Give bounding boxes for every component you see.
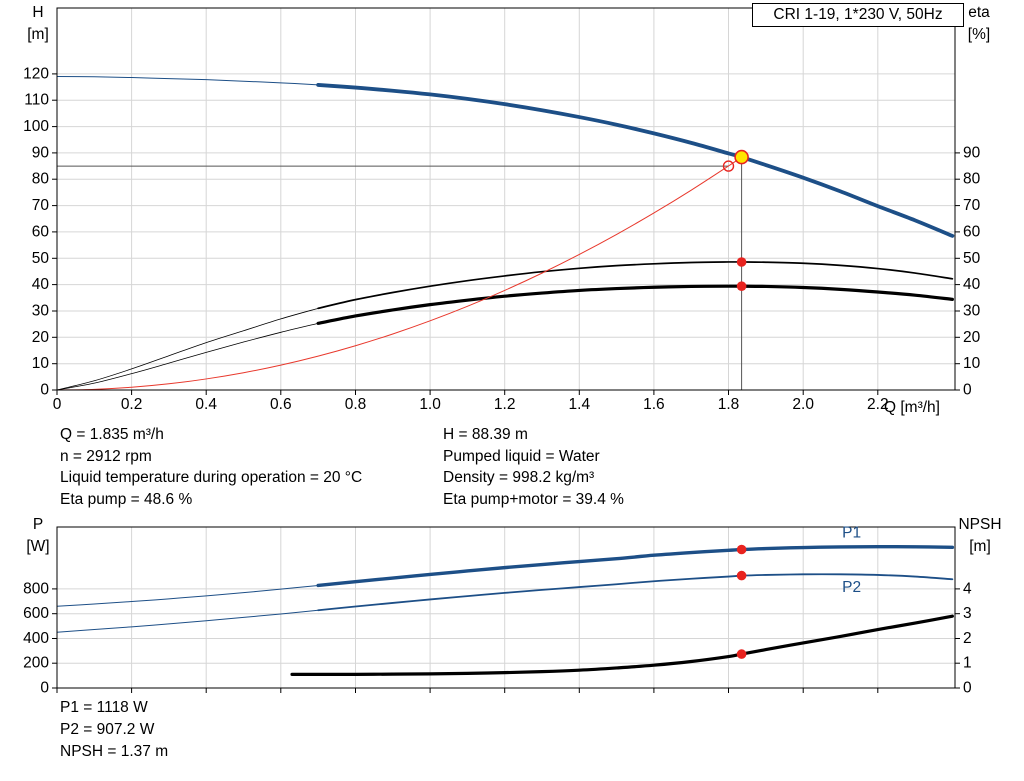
x-tick-label: 1.8 bbox=[718, 396, 740, 413]
y-left-tick-label: 200 bbox=[23, 655, 49, 672]
y-right-tick-label: 20 bbox=[963, 329, 981, 346]
curve-npsh bbox=[290, 614, 954, 676]
duty-value-marker[interactable] bbox=[736, 649, 747, 659]
duty-info-left-column: Q = 1.835 m³/h n = 2912 rpm Liquid tempe… bbox=[60, 424, 362, 510]
h-axis-unit: [m] bbox=[27, 26, 49, 43]
y-left-tick-label: 60 bbox=[32, 223, 50, 240]
y-right-tick-label: 30 bbox=[963, 303, 981, 320]
y-left-tick-label: 20 bbox=[32, 329, 50, 346]
curve-eta-pump-lead bbox=[56, 307, 319, 391]
info-eta-pump: Eta pump = 48.6 % bbox=[60, 490, 193, 508]
curve-p2-power bbox=[317, 573, 954, 612]
info-speed: n = 2912 rpm bbox=[60, 447, 152, 465]
info-p2: P2 = 907.2 W bbox=[60, 721, 155, 738]
y-right-tick-label: 40 bbox=[963, 276, 981, 293]
y-right-tick-label: 2 bbox=[963, 630, 972, 647]
info-pumped-liquid: Pumped liquid = Water bbox=[443, 447, 600, 465]
x-tick-label: 1.6 bbox=[643, 396, 665, 413]
x-tick-label: 0 bbox=[53, 396, 62, 413]
info-flow: Q = 1.835 m³/h bbox=[60, 426, 164, 443]
curve-head-hq-lead bbox=[56, 76, 319, 86]
duty-value-marker[interactable] bbox=[736, 257, 747, 267]
y-right-tick-label: 70 bbox=[963, 197, 981, 214]
p-axis-title: P bbox=[32, 516, 44, 533]
info-liquid-temperature: Liquid temperature during operation = 20… bbox=[60, 469, 363, 486]
info-npsh: NPSH = 1.37 m bbox=[60, 743, 169, 760]
y-left-tick-label: 100 bbox=[23, 118, 49, 135]
npsh-axis-title: NPSH bbox=[958, 516, 1002, 533]
curve-p2-power-lead bbox=[56, 609, 319, 633]
curve-head-hq bbox=[316, 83, 955, 238]
qh-efficiency-chart[interactable]: 0 10 20 30 40 50 60 70 80 90 100 110 120 0 10 20 30 40 50 6… bbox=[0, 0, 1024, 420]
x-tick-label: 0.6 bbox=[270, 396, 292, 413]
curve-eta-pump-motor-lead bbox=[56, 322, 319, 391]
y-right-tick-label: 80 bbox=[963, 171, 981, 188]
x-tick-label: 2.2 bbox=[867, 396, 889, 413]
info-eta-pump-motor: Eta pump+motor = 39.4 % bbox=[443, 490, 624, 508]
duty-info-right-column: H = 88.39 m Pumped liquid = Water Densit… bbox=[443, 424, 624, 510]
y-right-tick-label: 0 bbox=[963, 382, 972, 399]
series-label-p2: P2 bbox=[842, 579, 861, 596]
y-left-tick-label: 90 bbox=[32, 144, 50, 161]
npsh-axis-unit: [m] bbox=[969, 538, 991, 555]
y-right-tick-label: 0 bbox=[963, 680, 972, 697]
p-axis-unit: [W] bbox=[26, 538, 50, 555]
requested-duty-marker[interactable] bbox=[722, 160, 735, 172]
curve-eta-pump-motor bbox=[316, 284, 954, 325]
pump-model-title: CRI 1-19, 1*230 V, 50Hz bbox=[752, 3, 964, 27]
y-right-tick-label: 3 bbox=[963, 605, 972, 622]
y-left-tick-label: 800 bbox=[23, 580, 49, 597]
y-right-tick-label: 10 bbox=[963, 355, 981, 372]
duty-value-marker[interactable] bbox=[736, 544, 747, 555]
y-right-tick-label: 1 bbox=[963, 655, 972, 672]
curve-eta-pump bbox=[317, 261, 954, 310]
duty-value-marker[interactable] bbox=[736, 281, 747, 292]
y-left-tick-label: 30 bbox=[32, 303, 50, 320]
q-axis-title: Q [m³/h] bbox=[884, 399, 940, 416]
y-left-tick-label: 0 bbox=[40, 680, 49, 697]
y-left-tick-label: 50 bbox=[32, 250, 50, 267]
operating-point-marker[interactable] bbox=[734, 149, 749, 165]
x-tick-label: 0.2 bbox=[121, 396, 143, 413]
series-label-p1: P1 bbox=[842, 525, 861, 542]
y-left-tick-label: 400 bbox=[23, 630, 49, 647]
curve-p1-power-lead bbox=[56, 584, 319, 607]
y-right-tick-label: 60 bbox=[963, 223, 981, 240]
x-tick-label: 1.4 bbox=[569, 396, 591, 413]
power-npsh-chart[interactable]: 0 200 400 600 800 0 1 2 3 4 P1 P2 bbox=[0, 510, 1024, 720]
plot-frame bbox=[56, 526, 956, 689]
y-left-tick-label: 120 bbox=[23, 65, 49, 82]
info-p1: P1 = 1118 W bbox=[60, 699, 148, 716]
y-right-tick-label: 50 bbox=[963, 250, 981, 267]
eta-axis-title: eta bbox=[968, 4, 990, 21]
y-right-tick-label: 90 bbox=[963, 144, 981, 161]
x-tick-label: 1.0 bbox=[419, 396, 441, 413]
y-left-tick-label: 70 bbox=[32, 197, 50, 214]
y-left-tick-label: 110 bbox=[24, 92, 49, 109]
plot-frame bbox=[56, 7, 956, 391]
y-left-tick-label: 600 bbox=[23, 605, 49, 622]
info-density: Density = 998.2 kg/m³ bbox=[443, 469, 595, 486]
h-axis-title: H bbox=[32, 4, 44, 21]
y-left-tick-label: 10 bbox=[32, 355, 50, 372]
eta-axis-unit: [%] bbox=[967, 26, 991, 43]
y-left-tick-label: 0 bbox=[40, 382, 49, 399]
x-tick-label: 1.2 bbox=[494, 396, 516, 413]
y-left-tick-label: 40 bbox=[32, 276, 50, 293]
power-info-column: P1 = 1118 W P2 = 907.2 W NPSH = 1.37 m bbox=[60, 697, 168, 763]
x-tick-label: 0.4 bbox=[195, 396, 217, 413]
info-head: H = 88.39 m bbox=[443, 426, 528, 443]
curve-system-curve bbox=[56, 156, 743, 391]
y-right-tick-label: 4 bbox=[963, 580, 972, 597]
duty-value-marker[interactable] bbox=[736, 570, 747, 581]
curve-p1-power bbox=[316, 544, 955, 588]
x-tick-label: 0.8 bbox=[345, 396, 367, 413]
x-tick-label: 2.0 bbox=[792, 396, 814, 413]
y-left-tick-label: 80 bbox=[32, 171, 50, 188]
